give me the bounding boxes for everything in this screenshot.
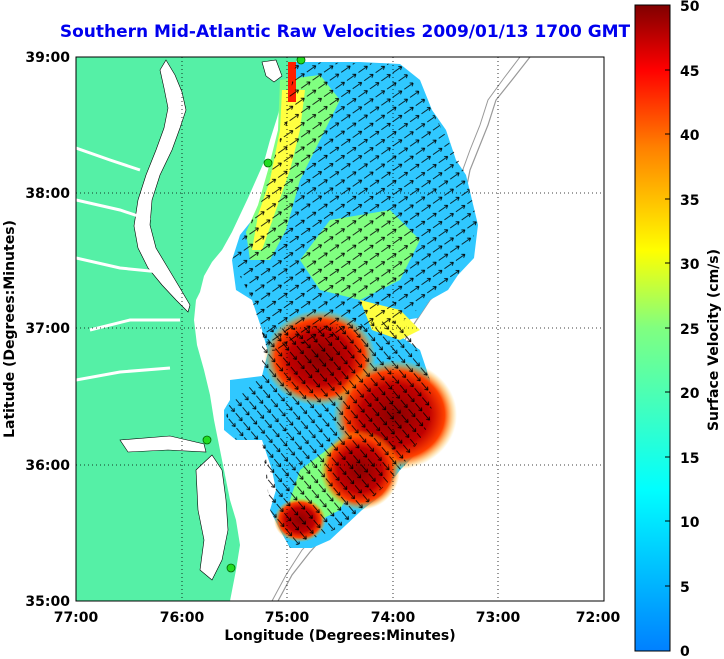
map-title: Southern Mid-Atlantic Raw Velocities 200… (59, 22, 631, 42)
colorbar-tick-label: 50 (680, 0, 700, 15)
gridlines (76, 57, 604, 601)
radar-station-marker (226, 563, 236, 573)
velocity-field (224, 62, 478, 548)
x-tick-label: 75:00 (265, 610, 310, 626)
colorbar-tick-label: 35 (680, 193, 699, 209)
colorbar-tick-label: 40 (680, 128, 700, 144)
y-tick-label: 36:00 (25, 458, 70, 474)
x-tick-label: 76:00 (160, 610, 205, 626)
x-tick-label: 74:00 (371, 610, 416, 626)
colorbar-tick-label: 0 (680, 644, 690, 659)
colorbar-tick-label: 20 (680, 386, 700, 402)
x-tick-label: 77:00 (54, 610, 99, 626)
y-tick-label: 38:00 (25, 186, 70, 202)
radar-station-marker (296, 57, 306, 65)
y-tick-label: 37:00 (25, 321, 70, 337)
y-axis-label: Latitude (Degrees:Minutes) (2, 220, 18, 438)
colorbar-tick-label: 5 (680, 580, 690, 596)
colorbar-tick-label: 10 (680, 515, 700, 531)
chesapeake-bay (133, 59, 191, 313)
radar-station-marker (263, 158, 273, 168)
land-mass (76, 57, 298, 601)
colorbar-tick-label: 15 (680, 451, 699, 467)
colorbar-tick-label: 45 (680, 64, 699, 80)
radar-stations (202, 57, 306, 573)
colorbar-tick-label: 25 (680, 322, 699, 338)
colorbar-tick-label: 30 (680, 257, 700, 273)
x-axis-label: Longitude (Degrees:Minutes) (224, 628, 455, 644)
delaware-bay (261, 59, 283, 83)
x-tick-label: 72:00 (576, 610, 621, 626)
y-tick-label: 35:00 (25, 594, 70, 610)
plot-frame (75, 56, 605, 602)
colorbar (634, 4, 671, 652)
pamlico-sound (195, 454, 229, 581)
y-tick-label: 39:00 (25, 50, 70, 66)
rivers (76, 146, 180, 382)
colorbar-label: Surface Velocity (cm/s) (706, 249, 722, 431)
radar-station-marker (202, 435, 212, 445)
x-tick-label: 73:00 (476, 610, 521, 626)
albemarle-sound (119, 435, 207, 453)
